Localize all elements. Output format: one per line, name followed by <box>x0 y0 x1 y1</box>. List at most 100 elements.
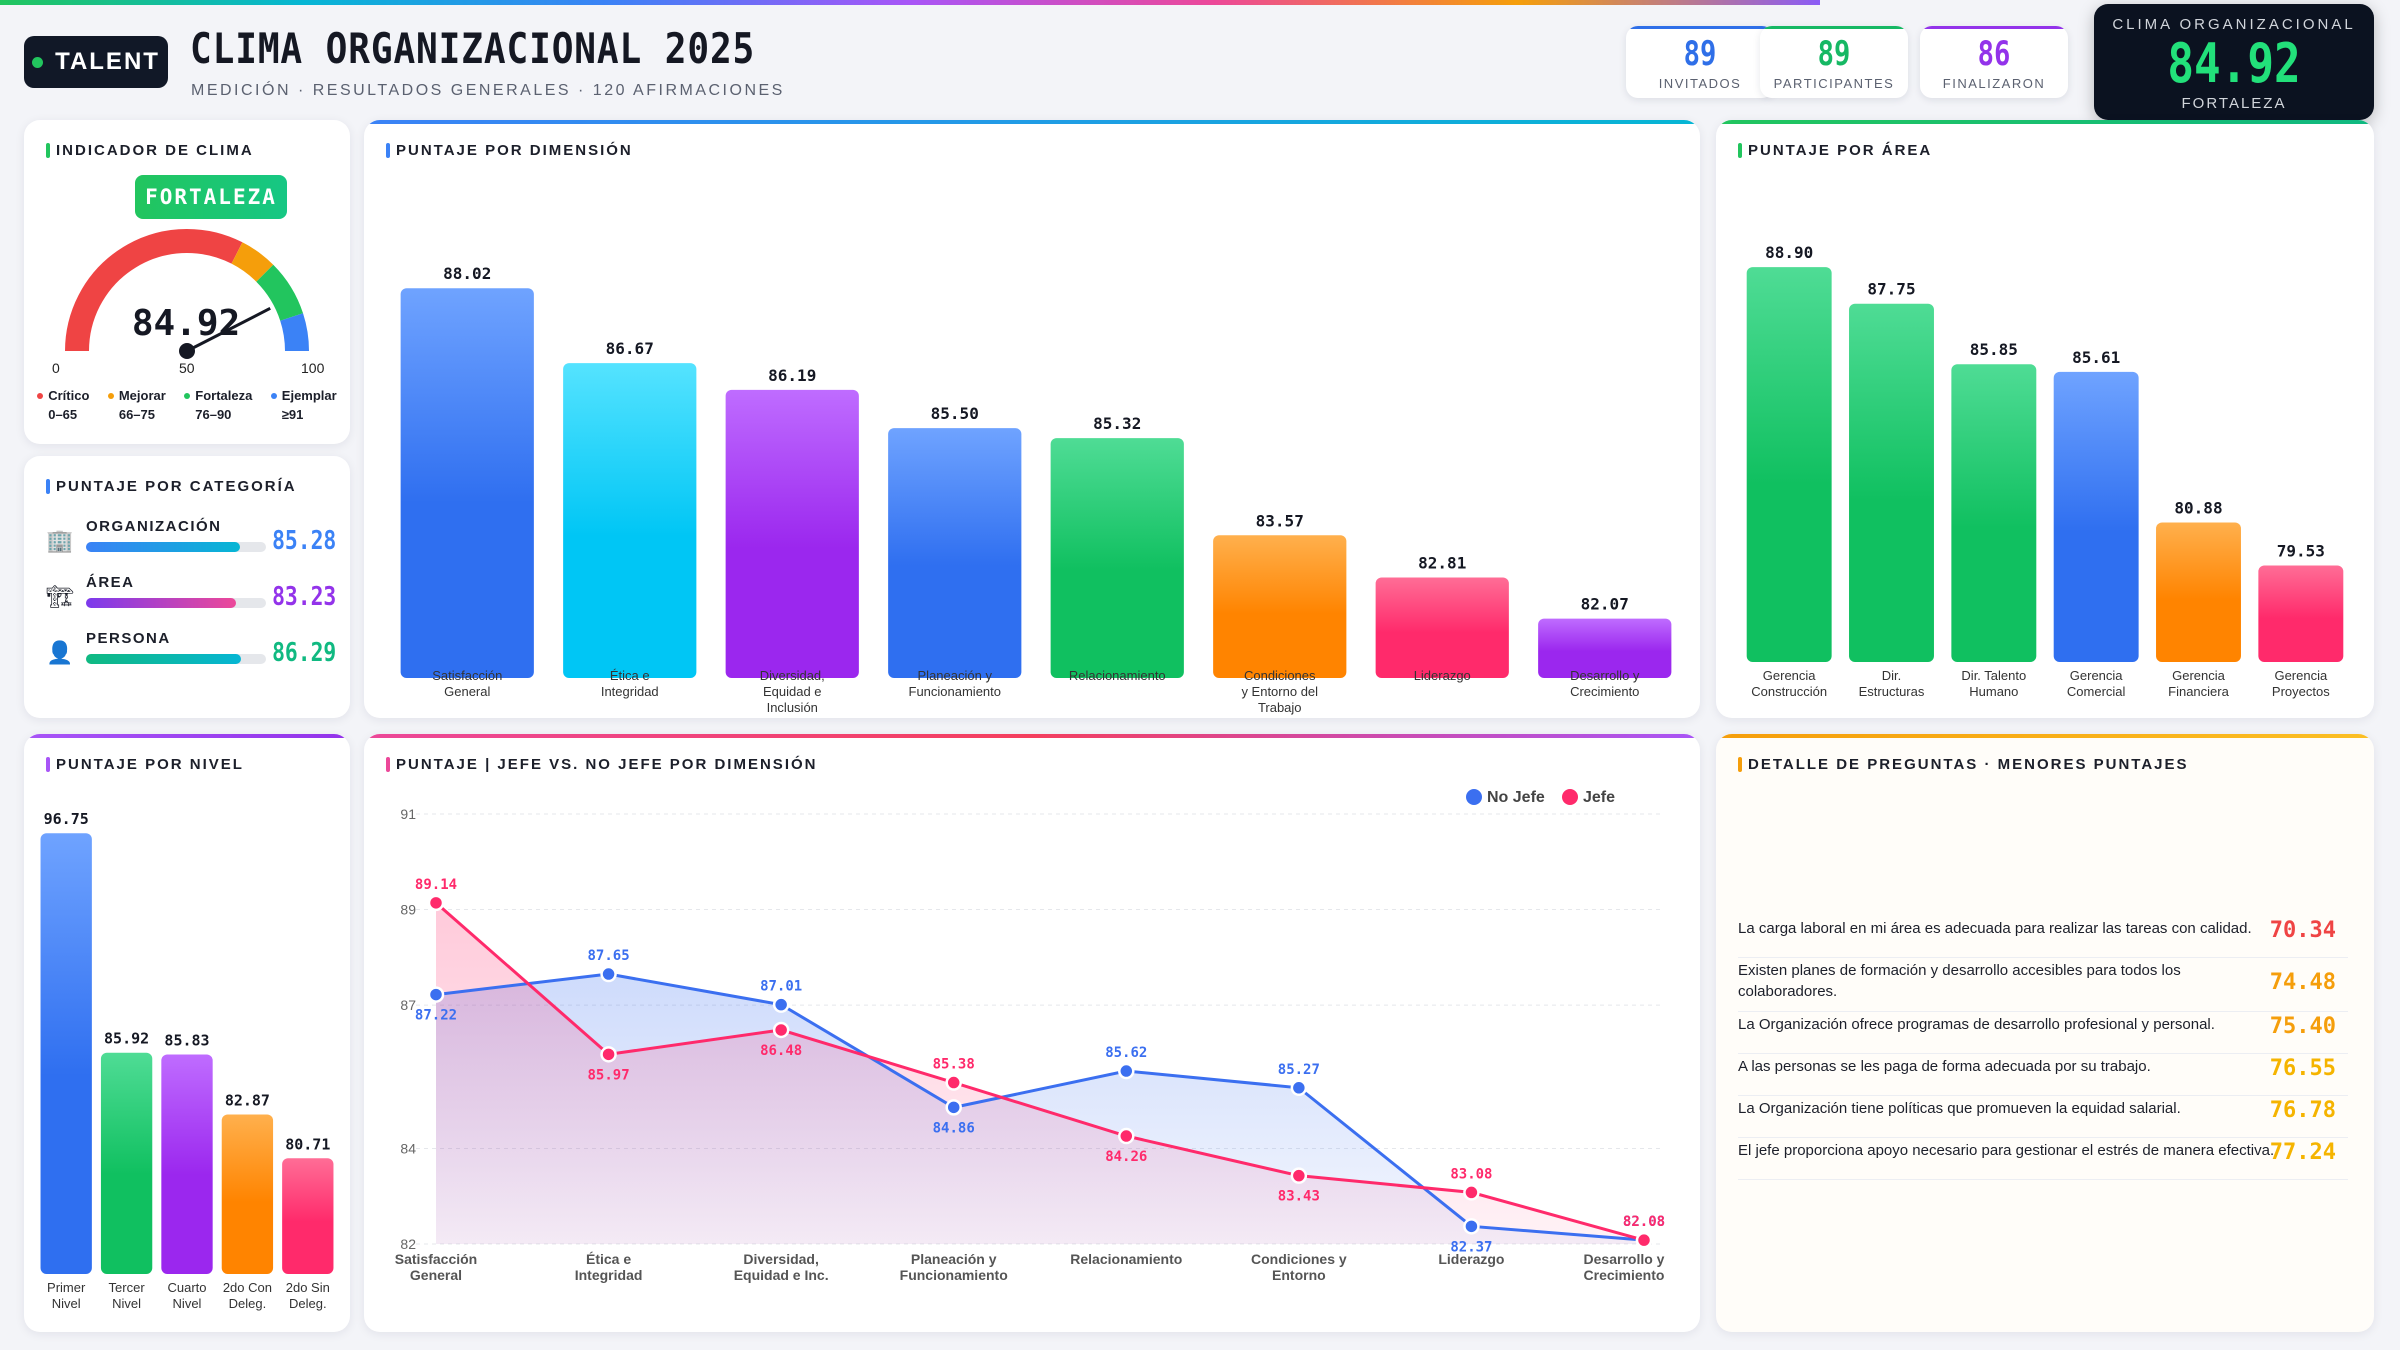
dimension-bar <box>725 389 859 678</box>
dimension-topbar <box>364 120 1700 124</box>
dimension-value-label: 85.32 <box>1093 414 1141 433</box>
crane-icon: 🏗 <box>46 584 74 609</box>
dimension-category-label: Inclusión <box>767 700 818 715</box>
level-title: PUNTAJE POR NIVEL <box>46 756 244 773</box>
question-row: A las personas se les paga de forma adec… <box>1738 1056 2348 1096</box>
category-track <box>86 598 266 608</box>
stat-invitados: 89 INVITADOS <box>1626 26 1774 98</box>
level-category-label: Primer <box>47 1280 86 1295</box>
category-name: ÁREA <box>86 574 135 591</box>
category-row: 🏢 ORGANIZACIÓN 85.28 <box>46 518 336 568</box>
line-point-label: 85.97 <box>587 1067 629 1083</box>
dimension-category-label: y Entorno del <box>1241 684 1318 699</box>
area-category-label: Estructuras <box>1859 684 1925 699</box>
dimension-category-label: Ética e <box>610 668 650 683</box>
line-point <box>427 986 445 1003</box>
stat-label: PARTICIPANTES <box>1773 76 1895 91</box>
area-category-label: Construcción <box>1751 684 1827 699</box>
area-category-label: Dir. Talento <box>1961 668 2026 683</box>
area-category-label: Financiera <box>2168 684 2229 699</box>
legend-dot-icon <box>184 393 191 399</box>
level-category-label: Deleg. <box>289 1296 327 1311</box>
dimension-value-label: 83.57 <box>1256 511 1304 530</box>
gauge-legend-item: Fortaleza 76–90 <box>184 388 252 422</box>
level-bar <box>100 1052 153 1274</box>
question-row: La Organización tiene políticas que prom… <box>1738 1098 2348 1138</box>
level-value-label: 85.83 <box>164 1032 209 1050</box>
gauge-badge: FORTALEZA <box>135 175 287 219</box>
line-point-label: 82.08 <box>1623 1214 1665 1230</box>
hero-score-card: CLIMA ORGANIZACIONAL 84.92 FORTALEZA <box>2094 4 2374 120</box>
building-icon: 🏢 <box>46 528 74 553</box>
line-x-tick: General <box>410 1267 462 1283</box>
line-point <box>1290 1079 1308 1097</box>
category-name: ORGANIZACIÓN <box>86 518 222 535</box>
area-category-label: Gerencia <box>2070 668 2124 683</box>
question-text: La Organización tiene políticas que prom… <box>1738 1100 2181 1117</box>
top-accent-line <box>0 0 1820 5</box>
category-card: PUNTAJE POR CATEGORÍA 🏢 ORGANIZACIÓN 85.28… <box>24 456 350 718</box>
stat-participantes: 89 PARTICIPANTES <box>1760 26 1908 98</box>
area-category-label: Proyectos <box>2272 684 2330 699</box>
line-point <box>1635 1231 1653 1249</box>
stat-bar <box>1920 26 2068 29</box>
dimension-bar <box>888 428 1022 678</box>
legend-name: Fortaleza <box>195 388 253 403</box>
area-value-label: 85.61 <box>2072 348 2120 367</box>
line-x-tick: Satisfacción <box>395 1251 477 1267</box>
questions-card: DETALLE DE PREGUNTAS · MENORES PUNTAJES … <box>1716 734 2374 1332</box>
category-name: PERSONA <box>86 630 171 647</box>
legend-text: Fortaleza 76–90 <box>195 388 252 422</box>
legend-name: Ejemplar <box>281 388 337 403</box>
level-category-label: 2do Sin <box>286 1280 330 1295</box>
question-score: 77.24 <box>2269 1140 2336 1165</box>
line-point-label: 89.14 <box>415 877 457 893</box>
dimension-value-label: 88.02 <box>443 264 491 283</box>
dimension-value-label: 86.67 <box>606 339 654 358</box>
dimension-title: PUNTAJE POR DIMENSIÓN <box>386 142 633 159</box>
line-point <box>427 894 445 912</box>
level-bar <box>221 1114 274 1274</box>
line-x-tick: Integridad <box>575 1267 643 1283</box>
area-category-label: Gerencia <box>2274 668 2328 683</box>
legend-name: Crítico <box>48 388 90 403</box>
line-x-tick: Equidad e Inc. <box>734 1267 829 1283</box>
line-x-tick: Desarrollo y <box>1584 1251 1665 1267</box>
question-text: El jefe proporciona apoyo necesario para… <box>1738 1142 2275 1159</box>
legend-dot-icon <box>37 393 44 399</box>
line-title: PUNTAJE | JEFE VS. NO JEFE POR DIMENSIÓN <box>386 756 817 773</box>
legend-range: 0–65 <box>48 407 78 422</box>
level-topbar <box>24 734 350 738</box>
level-value-label: 82.87 <box>225 1092 270 1110</box>
dimension-value-label: 82.07 <box>1581 595 1629 614</box>
page-subtitle: MEDICIÓN · RESULTADOS GENERALES · 120 AF… <box>191 82 785 99</box>
dimension-bar <box>1375 577 1509 678</box>
legend-dot-icon <box>107 393 114 399</box>
area-bar-chart: 88.90GerenciaConstrucción87.75Dir.Estruc… <box>1746 243 2344 699</box>
stat-value: 86 <box>1977 34 2011 74</box>
question-score: 76.78 <box>2269 1098 2336 1123</box>
question-text: A las personas se les paga de forma adec… <box>1738 1058 2151 1075</box>
category-value: 86.29 <box>271 638 336 668</box>
line-point <box>1290 1167 1308 1184</box>
area-category-label: Humano <box>1969 684 2018 699</box>
question-row: Existen planes de formación y desarrollo… <box>1738 960 2348 1012</box>
line-point <box>945 1074 962 1091</box>
line-legend-label: Jefe <box>1583 789 1615 806</box>
dimension-bar <box>400 288 534 678</box>
level-bar <box>282 1158 334 1274</box>
level-card: PUNTAJE POR NIVEL 96.75 Primer Nivel 85.92 T… <box>24 734 350 1332</box>
line-x-tick: Liderazgo <box>1438 1251 1504 1267</box>
question-text: La carga laboral en mi área es adecuada … <box>1738 920 2252 937</box>
line-point <box>1463 1184 1480 1201</box>
gauge-pivot <box>179 343 195 359</box>
dimension-value-label: 86.19 <box>768 366 816 385</box>
area-topbar <box>1716 120 2374 124</box>
category-title: PUNTAJE POR CATEGORÍA <box>46 478 297 495</box>
questions-title: DETALLE DE PREGUNTAS · MENORES PUNTAJES <box>1738 756 2189 773</box>
category-fill <box>86 654 242 664</box>
line-point-label: 84.26 <box>1105 1149 1147 1165</box>
hero-title: CLIMA ORGANIZACIONAL <box>2112 16 2356 33</box>
line-point-label: 82.37 <box>1450 1239 1492 1255</box>
